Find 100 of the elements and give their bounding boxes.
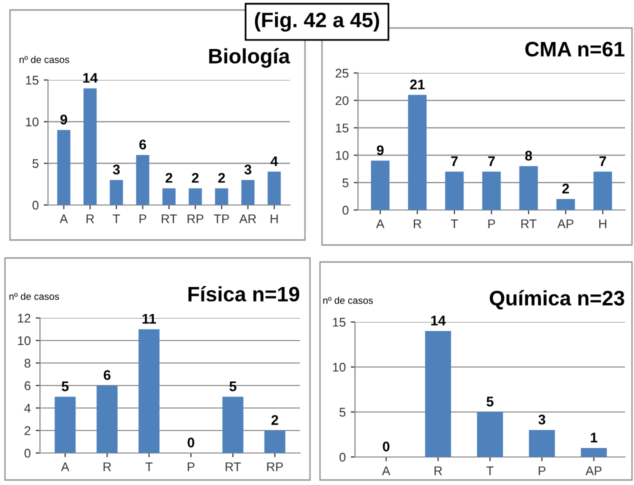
x-tick-label: P (140, 214, 146, 224)
y-tick-label: 0 (24, 448, 30, 458)
bar (188, 188, 202, 205)
chart-title: Química n=23 (490, 290, 624, 310)
y-tick-label: 20 (336, 96, 348, 106)
bar (408, 94, 427, 210)
y-tick-label: 15 (336, 124, 348, 132)
data-label: 8 (525, 150, 532, 161)
x-tick-label: TP (214, 214, 229, 224)
bar (482, 172, 501, 210)
y-tick-label: 0 (340, 452, 346, 462)
data-label: 14 (431, 316, 446, 326)
data-label: 7 (488, 156, 495, 166)
y-tick-label: 10 (333, 362, 346, 372)
data-label: 14 (83, 73, 98, 83)
bar (445, 172, 464, 210)
bar (138, 329, 160, 453)
y-tick-label: 6 (24, 381, 30, 390)
data-label: 0 (188, 438, 194, 448)
bar (162, 188, 176, 205)
bar (370, 160, 390, 210)
y-axis-title: nº de casos (9, 292, 60, 300)
y-tick-label: 10 (18, 336, 30, 346)
data-label: 5 (62, 382, 69, 392)
y-tick-label: 0 (342, 206, 348, 215)
x-tick-label: T (145, 462, 153, 472)
bar (528, 430, 555, 457)
data-label: 7 (451, 156, 458, 166)
y-tick-label: 15 (333, 318, 346, 327)
data-label: 2 (271, 415, 278, 425)
data-label: 2 (562, 184, 569, 194)
bar (477, 412, 503, 457)
data-label: 6 (104, 370, 110, 380)
x-tick-label: H (270, 214, 278, 224)
chart-title: Biología (209, 48, 290, 68)
data-label: 1 (590, 432, 598, 442)
y-tick-label: 25 (336, 68, 348, 78)
bar (215, 188, 228, 205)
x-tick-label: T (450, 219, 458, 228)
text: (Fig. 42 a 45) (254, 12, 380, 32)
y-tick-label: 2 (24, 426, 30, 436)
y-axis-title: nº de casos (20, 56, 70, 64)
y-tick-label: 5 (32, 159, 38, 168)
x-tick-label: T (486, 466, 494, 476)
bar (54, 396, 76, 453)
x-tick-label: A (61, 462, 70, 472)
data-label: 3 (244, 164, 252, 174)
x-tick-label: RT (162, 214, 177, 224)
x-tick-label: RT (226, 462, 241, 472)
y-tick-label: 10 (26, 117, 38, 126)
bar (425, 331, 452, 457)
x-tick-label: R (434, 466, 442, 476)
data-label: 5 (486, 396, 494, 406)
y-tick-label: 5 (340, 408, 346, 417)
data-label: 0 (382, 442, 390, 452)
chart-title: CMA n=61 (525, 42, 624, 57)
bar (110, 180, 123, 205)
data-label: 2 (218, 172, 225, 183)
x-tick-label: RP (267, 462, 283, 472)
x-tick-label: P (488, 219, 496, 228)
data-label: 9 (376, 145, 384, 156)
x-tick-label: R (104, 462, 112, 472)
data-label: 2 (192, 172, 199, 183)
y-tick-label: 5 (342, 178, 348, 188)
y-tick-label: 4 (24, 404, 31, 413)
x-tick-label: RP (188, 214, 204, 224)
x-tick-label: P (538, 466, 546, 476)
data-label: 4 (270, 156, 278, 166)
y-tick-label: 15 (26, 76, 38, 85)
data-label: 2 (166, 172, 172, 183)
y-tick-label: 12 (18, 314, 30, 323)
x-tick-label: AP (557, 219, 574, 228)
y-tick-label: 0 (32, 200, 38, 210)
data-label: 11 (142, 314, 156, 324)
chart-title: Física n=19 (188, 286, 300, 302)
x-tick-label: A (376, 219, 384, 228)
data-label: 9 (60, 114, 68, 124)
bar (57, 130, 70, 205)
bar (264, 430, 286, 453)
x-tick-label: A (382, 466, 390, 476)
bar (580, 448, 607, 457)
x-tick-label: RT (521, 219, 537, 228)
bar (556, 199, 575, 210)
bar (268, 172, 281, 205)
y-tick-label: 10 (336, 151, 348, 160)
data-label: 3 (538, 414, 546, 424)
x-tick-label: A (60, 214, 68, 224)
data-label: 3 (112, 164, 120, 174)
y-tick-label: 8 (24, 358, 30, 368)
bar (519, 166, 538, 210)
y-axis-title: nº de casos (323, 296, 373, 304)
x-tick-label: AP (586, 466, 602, 476)
bar (96, 386, 118, 453)
bar (136, 155, 150, 205)
x-tick-label: P (188, 462, 194, 472)
data-label: 7 (599, 156, 606, 166)
data-label: 6 (139, 140, 146, 150)
bar (222, 396, 244, 453)
data-label: 5 (229, 382, 236, 392)
data-label: 21 (410, 80, 425, 90)
